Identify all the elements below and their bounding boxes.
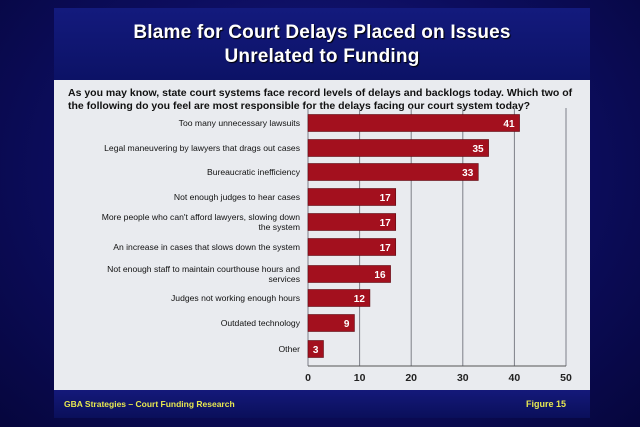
bar-3 xyxy=(307,188,397,206)
bar-value-label-7: 12 xyxy=(354,294,366,305)
bar-6 xyxy=(307,265,391,283)
bar-7 xyxy=(307,289,371,307)
chart: 0 10 20 30 40 50 41 Too many unnecessary lawsui… xyxy=(54,8,590,418)
bar-1 xyxy=(307,139,489,157)
x-tick-label-10: 10 xyxy=(354,372,366,384)
category-label-7: Judges not working enough hours xyxy=(171,293,300,303)
bar-0 xyxy=(307,114,520,132)
bar-4 xyxy=(307,213,397,231)
x-tick-label-0: 0 xyxy=(305,372,311,384)
survey-question: As you may know, state court systems fac… xyxy=(68,87,573,112)
bar-value-label-2: 33 xyxy=(462,168,474,179)
title-band: Blame for Court Delays Placed on Issues … xyxy=(54,8,590,80)
category-label-4-line-0: More people who can't afford lawyers, sl… xyxy=(102,212,301,222)
slide-title-line-1: Blame for Court Delays Placed on Issues xyxy=(133,22,511,43)
x-tick-label-40: 40 xyxy=(509,372,521,384)
category-label-3: Not enough judges to hear cases xyxy=(174,192,300,202)
bar-value-label-1: 35 xyxy=(472,144,484,155)
category-label-6-line-1: services xyxy=(268,274,300,284)
bar-8 xyxy=(307,314,355,332)
slide: Blame for Court Delays Placed on Issues … xyxy=(54,8,590,418)
bar-chart-svg: 0 10 20 30 40 50 41 Too many unnecessary lawsui… xyxy=(102,108,572,384)
bar-value-label-4: 17 xyxy=(380,218,392,229)
category-label-5: An increase in cases that slows down the… xyxy=(113,242,300,252)
category-label-2: Bureaucratic inefficiency xyxy=(207,167,301,177)
bar-2 xyxy=(307,163,479,181)
bar-value-label-5: 17 xyxy=(380,243,392,254)
category-label-6-line-0: Not enough staff to maintain courthouse … xyxy=(107,264,300,274)
bar-value-label-6: 16 xyxy=(374,270,386,281)
x-tick-label-20: 20 xyxy=(405,372,417,384)
category-label-1: Legal maneuvering by lawyers that drags … xyxy=(104,143,300,153)
footer-band: GBA Strategies – Court Funding Research … xyxy=(54,390,590,418)
figure-number: Figure 15 xyxy=(525,399,566,409)
bar-value-label-3: 17 xyxy=(380,193,392,204)
category-label-8: Outdated technology xyxy=(221,318,301,328)
bar-value-label-9: 3 xyxy=(313,345,319,356)
footer-source: GBA Strategies – Court Funding Research xyxy=(64,399,235,409)
x-tick-label-30: 30 xyxy=(457,372,469,384)
bar-value-label-8: 9 xyxy=(344,319,350,330)
slide-title-line-2: Unrelated to Funding xyxy=(224,46,420,67)
bar-5 xyxy=(307,238,397,256)
category-label-4-line-1: the system xyxy=(258,222,300,232)
category-label-9: Other xyxy=(279,344,301,354)
x-tick-label-50: 50 xyxy=(560,372,572,384)
bar-9 xyxy=(307,340,324,358)
category-label-0: Too many unnecessary lawsuits xyxy=(179,118,300,128)
bar-value-label-0: 41 xyxy=(503,119,515,130)
